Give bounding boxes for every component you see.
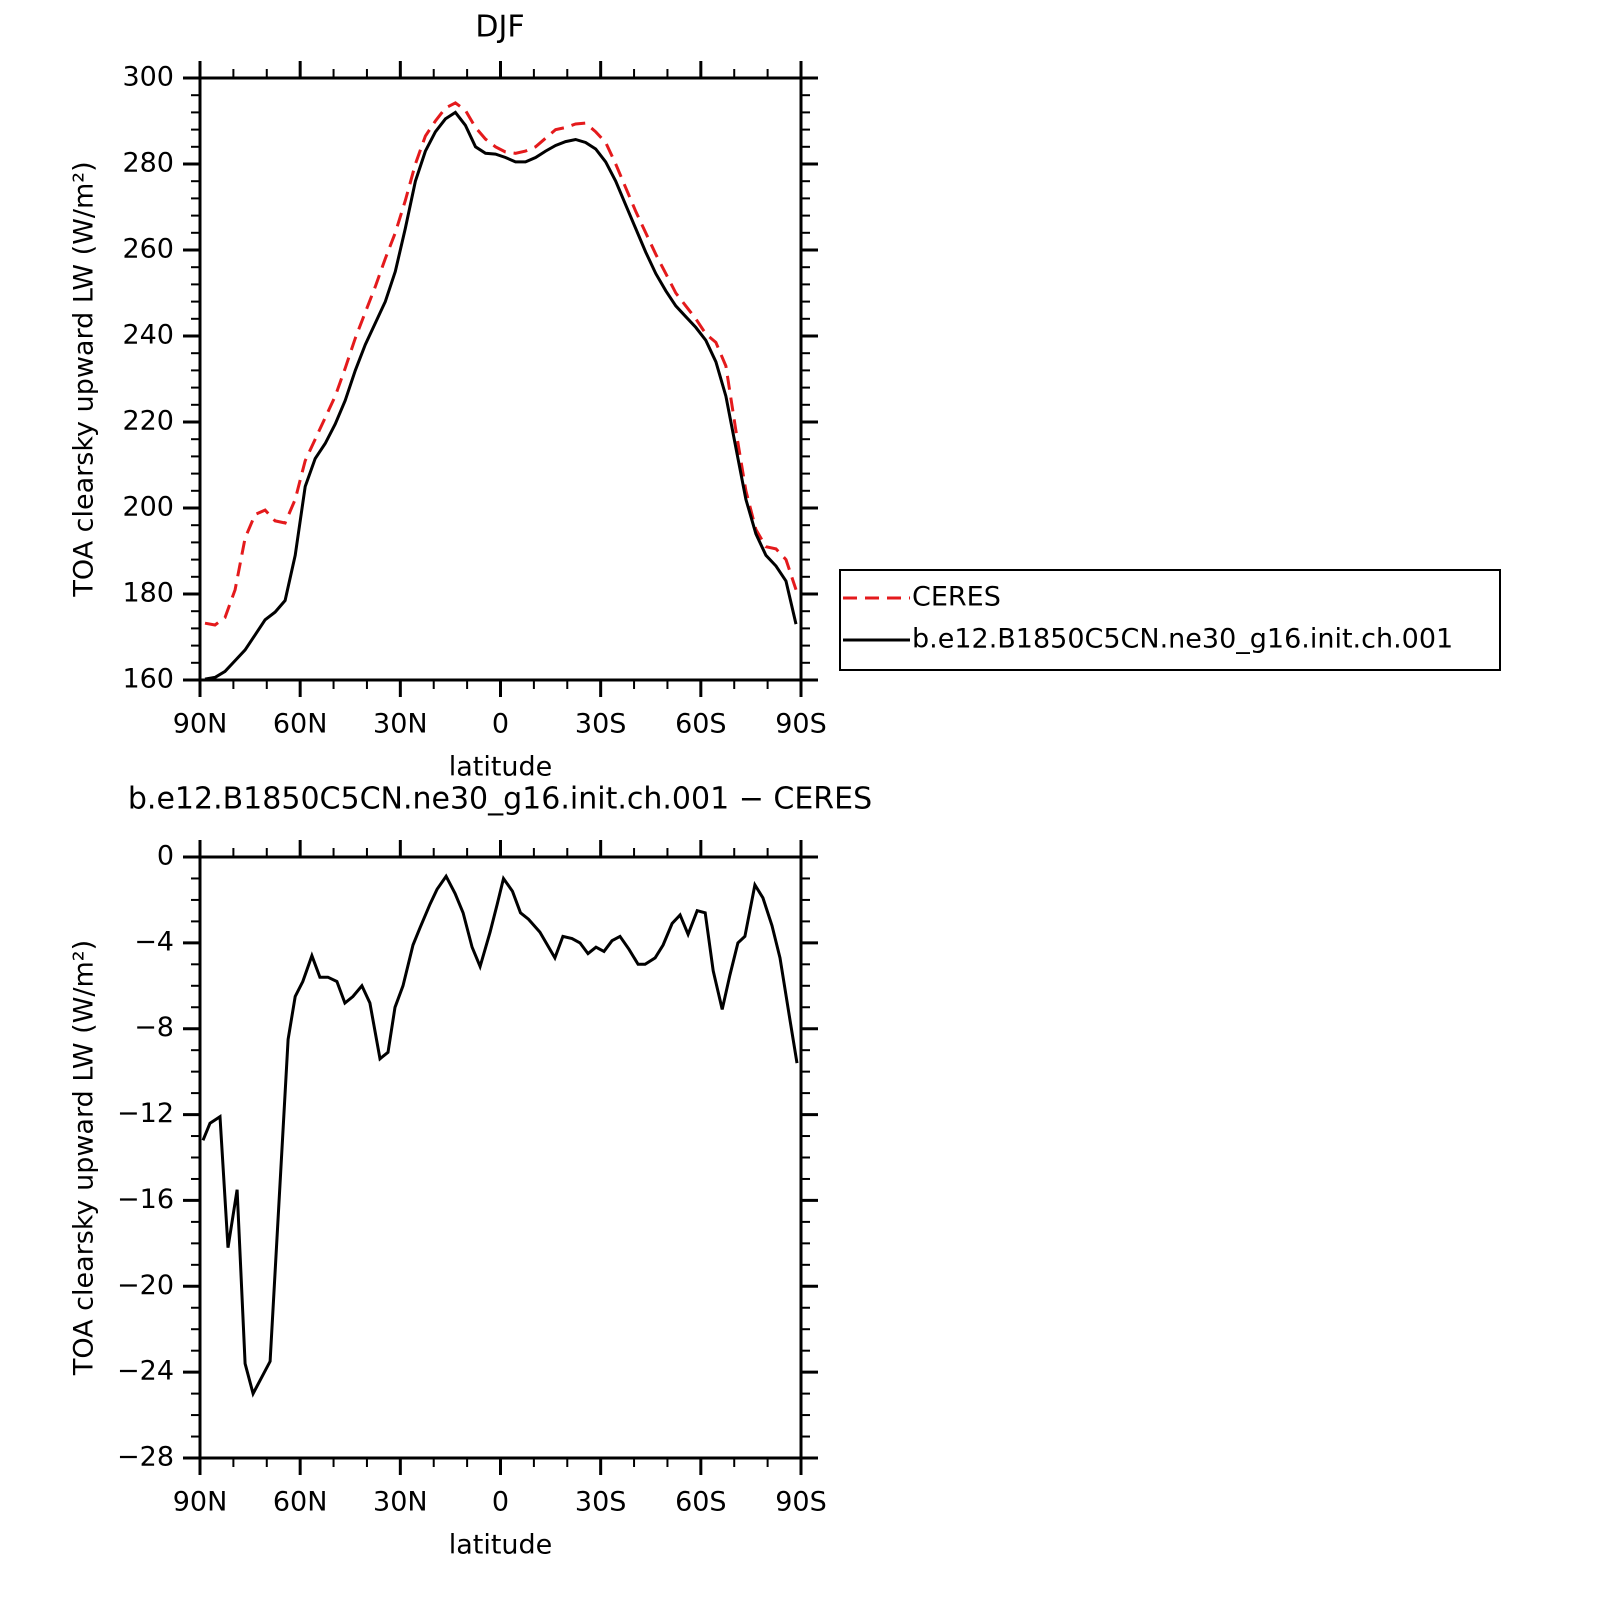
- x-tick-label: 30N: [373, 709, 428, 740]
- x-tick-label: 30N: [373, 1487, 428, 1518]
- y-tick-label: 300: [122, 62, 174, 93]
- x-tick-label: 30S: [575, 709, 627, 740]
- data-line: [201, 873, 799, 1398]
- y-tick-label: −4: [134, 926, 174, 957]
- x-axis-label: latitude: [449, 752, 553, 783]
- x-tick-label: 60N: [273, 709, 328, 740]
- y-axis-label: TOA clearsky upward LW (W/m²): [69, 940, 100, 1376]
- x-tick-label: 60S: [675, 709, 727, 740]
- x-axis-label: latitude: [449, 1530, 553, 1561]
- y-tick-label: −12: [117, 1098, 174, 1129]
- x-tick-label: 90N: [173, 709, 228, 740]
- y-tick-label: 180: [122, 578, 174, 609]
- y-tick-label: −28: [117, 1442, 174, 1473]
- y-tick-label: 0: [157, 841, 174, 872]
- x-tick-label: 90S: [775, 709, 827, 740]
- y-tick-label: −20: [117, 1270, 174, 1301]
- y-tick-label: 160: [122, 664, 174, 695]
- x-tick-label: 30S: [575, 1487, 627, 1518]
- data-line: [204, 101, 798, 627]
- chart-title: DJF: [475, 10, 524, 45]
- legend: CERES b.e12.B1850C5CN.ne30_g16.init.ch.00…: [839, 569, 1501, 671]
- y-tick-label: −16: [117, 1184, 174, 1215]
- legend-label: CERES: [912, 582, 1001, 613]
- legend-label: b.e12.B1850C5CN.ne30_g16.init.ch.001: [912, 624, 1453, 655]
- x-tick-label: 90N: [173, 1487, 228, 1518]
- y-tick-label: 220: [122, 406, 174, 437]
- y-tick-label: −8: [134, 1012, 174, 1043]
- chart-title: b.e12.B1850C5CN.ne30_g16.init.ch.001 − C…: [128, 782, 872, 817]
- y-tick-label: 240: [122, 320, 174, 351]
- y-tick-label: 280: [122, 148, 174, 179]
- y-tick-label: −24: [117, 1356, 174, 1387]
- plot-frame: [198, 76, 803, 682]
- x-tick-label: 0: [492, 709, 509, 740]
- y-tick-label: 260: [122, 234, 174, 265]
- legend-box: [839, 569, 1501, 671]
- x-tick-label: 0: [492, 1487, 509, 1518]
- x-tick-label: 60S: [675, 1487, 727, 1518]
- x-tick-label: 60N: [273, 1487, 328, 1518]
- x-tick-label: 90S: [775, 1487, 827, 1518]
- y-tick-label: 200: [122, 492, 174, 523]
- y-axis-label: TOA clearsky upward LW (W/m²): [69, 161, 100, 597]
- data-line: [204, 110, 798, 681]
